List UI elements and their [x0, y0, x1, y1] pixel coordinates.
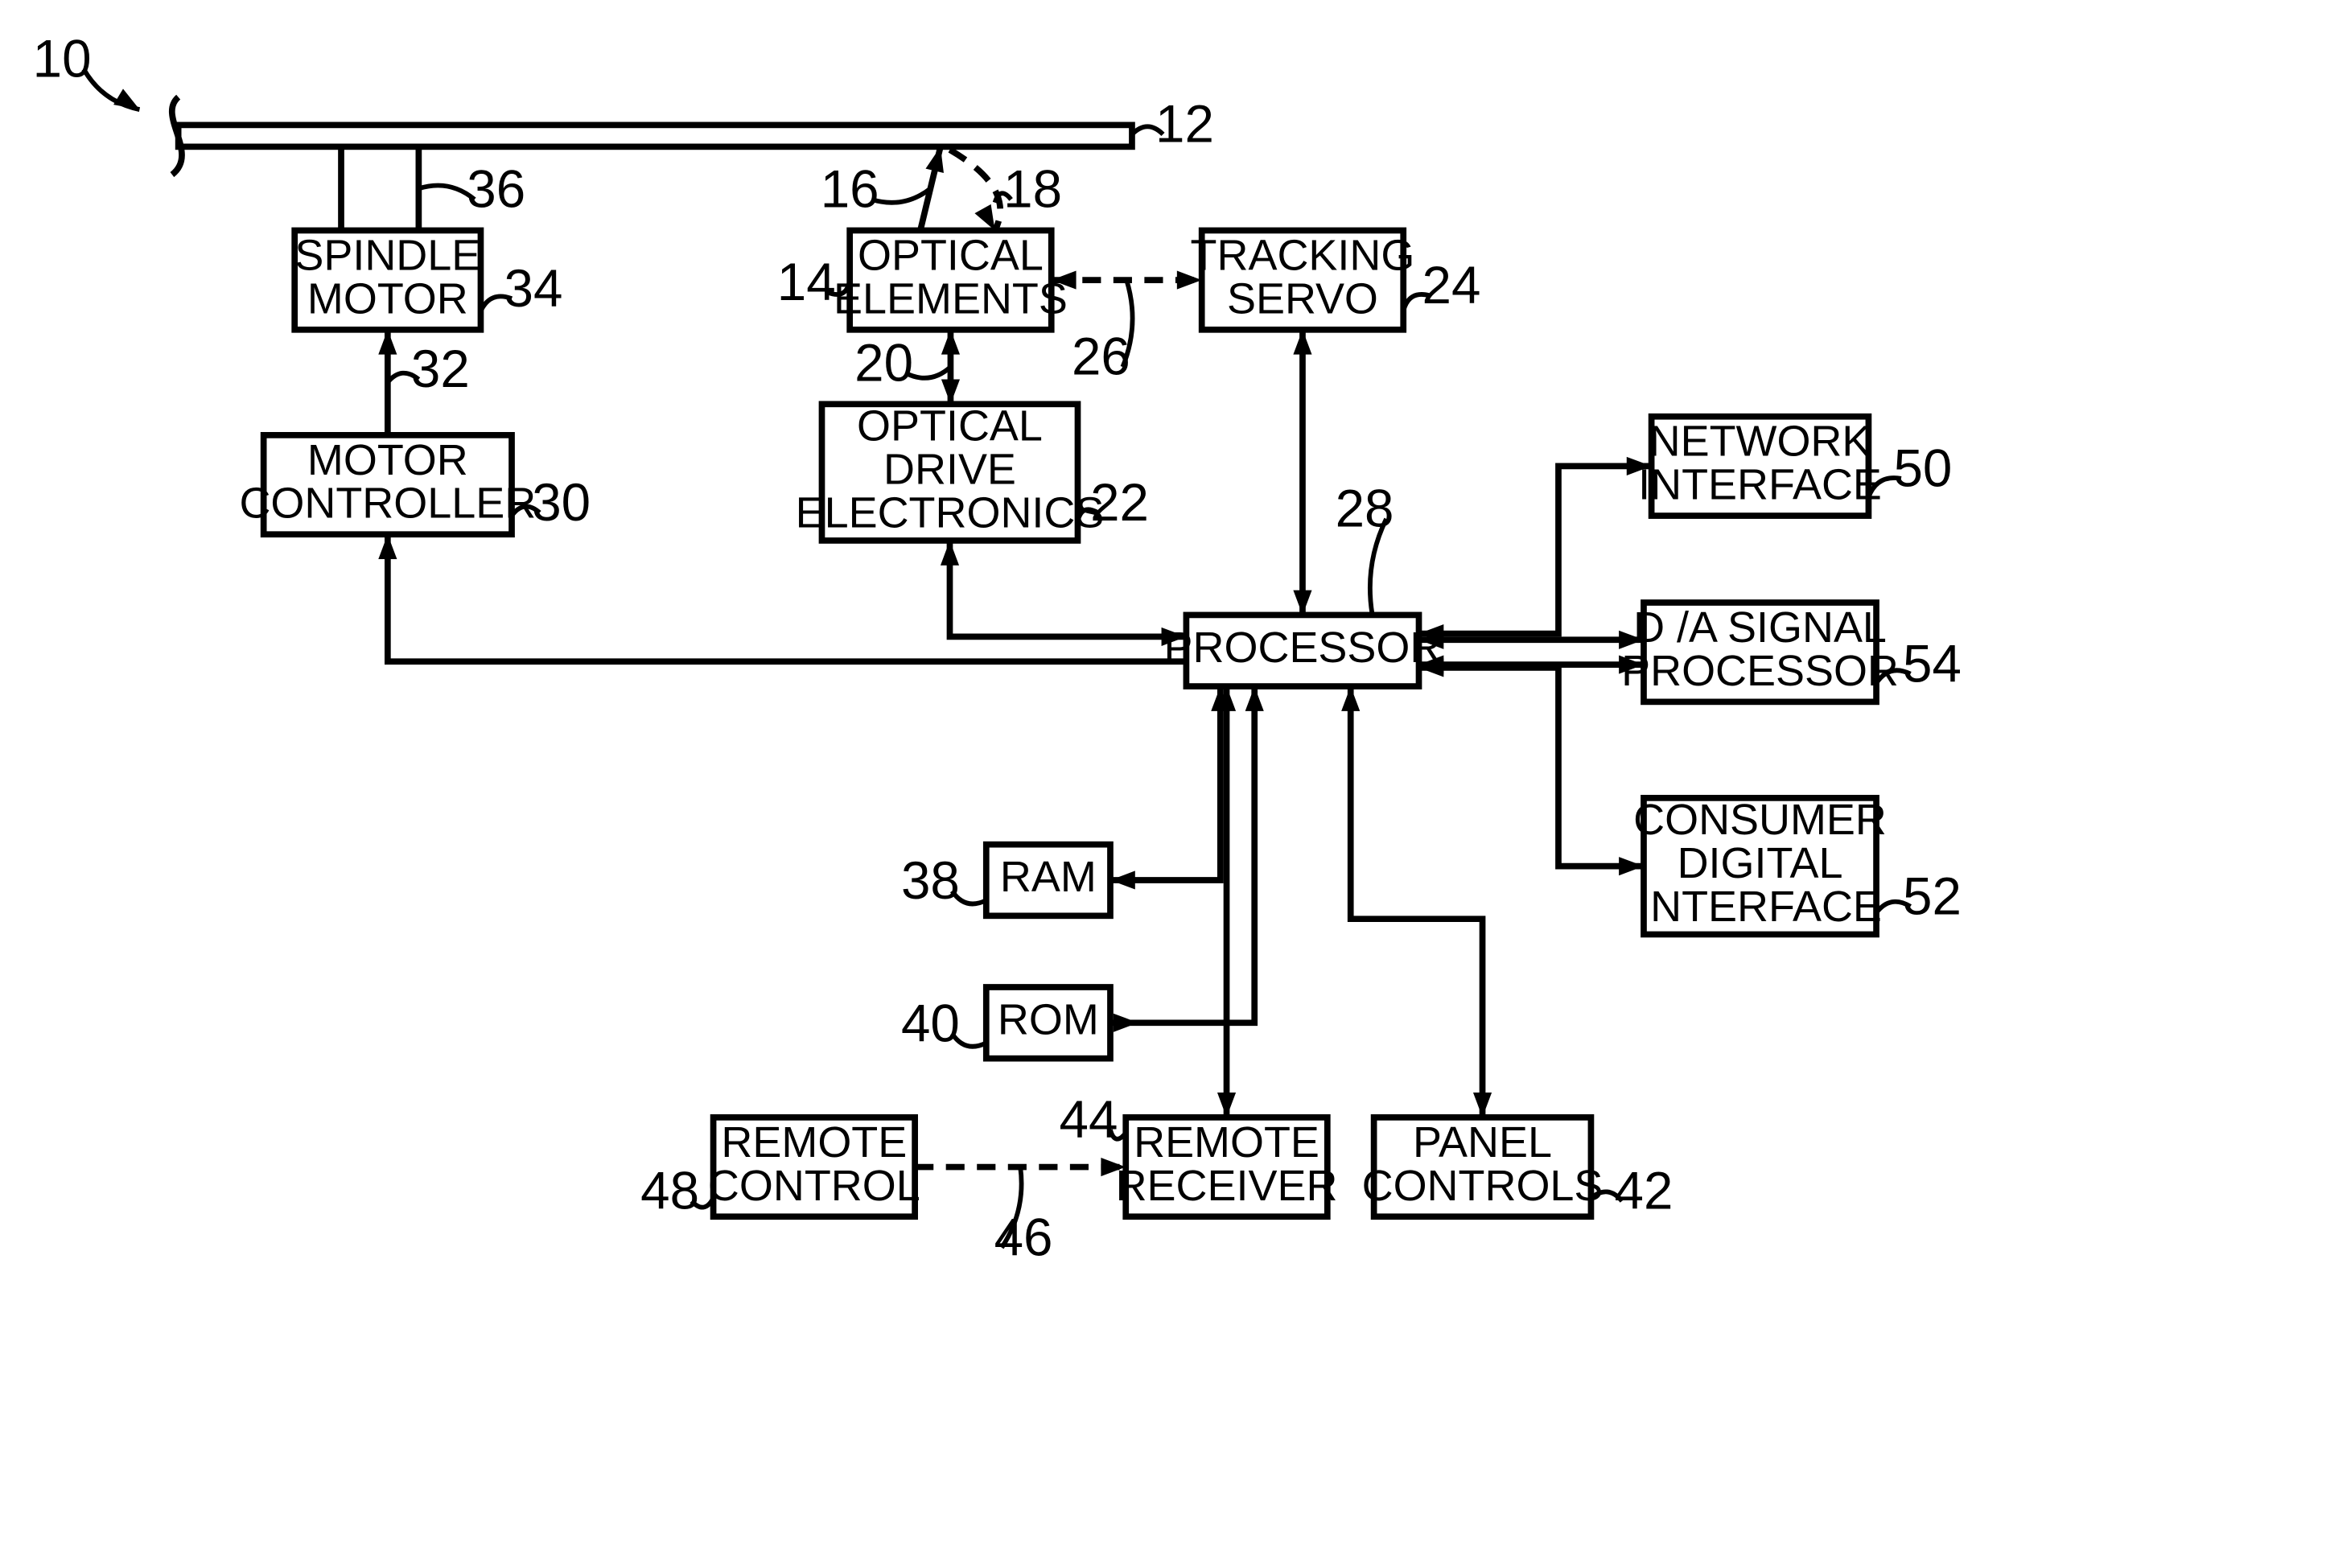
- block-label: RAM: [1000, 853, 1097, 901]
- ref-54: 54: [1903, 634, 1962, 693]
- block-label: ELEMENTS: [834, 274, 1068, 323]
- ref-22: 22: [1090, 473, 1149, 532]
- ref-18: 18: [1003, 159, 1062, 218]
- block-label: INTERFACE: [1638, 883, 1882, 931]
- block-label: PROCESSOR: [1164, 623, 1442, 672]
- block-label: PANEL: [1413, 1118, 1552, 1167]
- ref-52: 52: [1903, 866, 1962, 925]
- block-label: OPTICAL: [858, 231, 1044, 279]
- ref-26: 26: [1072, 327, 1130, 386]
- ref-46: 46: [994, 1208, 1053, 1266]
- ref-48: 48: [640, 1162, 699, 1220]
- block-label: CONTROLS: [1362, 1162, 1603, 1210]
- ref-16: 16: [821, 159, 879, 218]
- block-label: CONTROL: [708, 1162, 920, 1210]
- block-label: DRIVE: [883, 445, 1016, 493]
- block-label: RECEIVER: [1116, 1162, 1338, 1210]
- ref-24: 24: [1422, 256, 1481, 315]
- block-label: MOTOR: [307, 436, 468, 484]
- block-label: ROM: [998, 996, 1099, 1044]
- block-label: ELECTRONICS: [796, 488, 1105, 537]
- ref-42: 42: [1615, 1162, 1673, 1220]
- block-label: CONSUMER: [1633, 796, 1887, 844]
- ref-20: 20: [854, 333, 913, 392]
- ref-44: 44: [1060, 1090, 1118, 1149]
- ref-14: 14: [777, 253, 836, 311]
- disc: [179, 125, 1132, 146]
- ref-38: 38: [901, 851, 960, 910]
- block-label: DIGITAL: [1678, 839, 1843, 887]
- block-label: PROCESSOR: [1621, 647, 1899, 695]
- block-label: REMOTE: [721, 1118, 907, 1167]
- block-label: REMOTE: [1134, 1118, 1319, 1167]
- ref-32: 32: [411, 340, 470, 398]
- block-label: MOTOR: [307, 274, 468, 323]
- block-label: NETWORK: [1649, 418, 1871, 466]
- ref-28: 28: [1336, 479, 1394, 538]
- ref-34: 34: [504, 259, 563, 318]
- ref-50: 50: [1893, 438, 1952, 497]
- ref-12: 12: [1155, 95, 1214, 154]
- block-label: SPINDLE: [294, 231, 480, 279]
- block-label: INTERFACE: [1638, 461, 1882, 509]
- block-label: D /A SIGNAL: [1633, 603, 1887, 652]
- ref-10: 10: [33, 30, 92, 88]
- block-label: CONTROLLER: [239, 479, 536, 528]
- ref-30: 30: [532, 473, 591, 532]
- block-label: SERVO: [1227, 274, 1378, 323]
- ref-36: 36: [467, 159, 525, 218]
- block-label: TRACKING: [1191, 231, 1415, 279]
- ref-40: 40: [901, 994, 960, 1052]
- block-label: OPTICAL: [857, 401, 1043, 450]
